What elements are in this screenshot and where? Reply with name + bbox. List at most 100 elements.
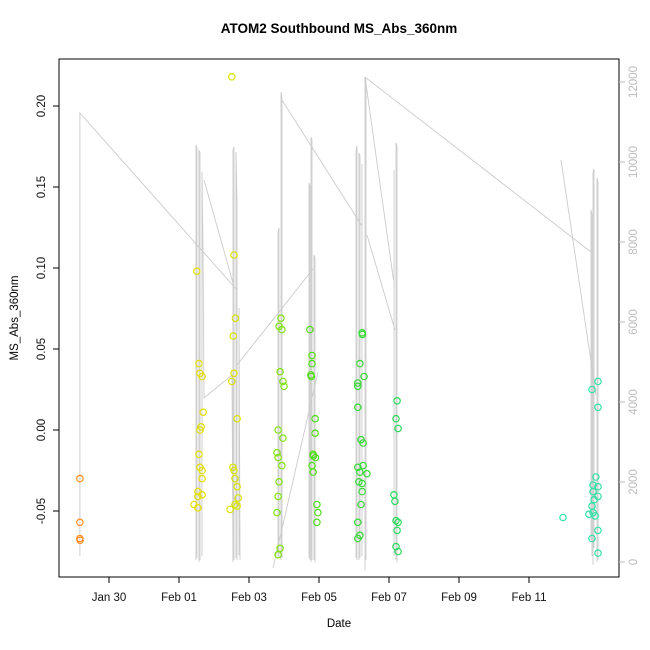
y-left-tick-label: 0.00 (36, 419, 48, 441)
data-point-flight-feb11 (588, 385, 596, 394)
y-left-tick-label: 0.15 (36, 176, 48, 198)
data-point-flight-feb06 (391, 497, 399, 506)
data-point-flight-feb01 (199, 408, 208, 417)
data-point-flight-feb01 (195, 450, 203, 459)
data-point-flight-feb05 (360, 372, 368, 381)
data-point-flight-feb03 (278, 461, 286, 470)
altitude-line (238, 307, 241, 561)
data-point-flight-feb05 (353, 403, 362, 412)
data-point-flight-feb04 (308, 351, 316, 360)
data-point-flight-feb05 (353, 379, 362, 387)
altitude-line (195, 144, 198, 560)
data-point-flight-feb02 (233, 502, 241, 510)
data-point-flight-feb06 (394, 547, 402, 556)
x-tick-label: Feb 03 (231, 592, 267, 604)
data-point-flight-feb04 (307, 372, 316, 381)
data-point-flight-feb02 (231, 314, 240, 323)
data-point-flight-feb05 (356, 359, 364, 368)
data-point-flight-feb03 (273, 448, 281, 457)
altitude-line (198, 149, 201, 562)
data-point-flight-feb11 (590, 495, 598, 504)
data-point-flight-feb06 (394, 424, 402, 433)
data-point-flight-feb05 (353, 518, 362, 527)
data-point-flight-feb05 (359, 439, 367, 447)
data-point-flight-feb11 (588, 534, 596, 543)
data-point-flight-feb04 (306, 325, 314, 334)
data-point-flight-feb03 (277, 314, 285, 323)
plot-border (58, 58, 620, 578)
data-point-flight-feb01 (194, 492, 202, 501)
data-point-flight-feb03 (278, 325, 286, 334)
x-tick-label: Feb 11 (512, 592, 547, 604)
y-right-tick-label: 10000 (628, 146, 640, 178)
data-point-flight-feb06 (392, 542, 400, 551)
altitude-line (366, 234, 396, 331)
data-point-flight-feb01 (198, 466, 206, 475)
data-point-flight-feb05 (353, 534, 362, 543)
altitude-line (79, 111, 238, 556)
data-point-flight-feb05 (353, 382, 362, 391)
data-point-flight-jan29 (76, 518, 84, 527)
data-point-flight-feb02 (226, 505, 234, 514)
data-point-flight-feb01 (198, 490, 206, 499)
x-tick-label: Feb 09 (441, 592, 477, 604)
chart-title: ATOM2 Southbound MS_Abs_360nm (220, 21, 458, 36)
data-point-flight-jan29 (76, 474, 84, 483)
y-right-tick-label: 6000 (628, 309, 640, 335)
data-point-flight-feb03 (273, 508, 281, 517)
y-left-tick-label: -0.05 (36, 498, 48, 524)
altitude-line (272, 371, 319, 569)
altitude-line (277, 227, 280, 558)
data-point-flight-jan29 (76, 536, 84, 545)
data-point-flight-feb03 (274, 426, 282, 434)
x-tick-label: Feb 05 (301, 592, 337, 604)
data-point-flight-feb02 (231, 500, 239, 509)
data-point-flight-feb04 (309, 452, 318, 460)
x-axis-label: Date (326, 618, 352, 630)
altitude-line (364, 76, 592, 253)
data-point-flight-feb06 (393, 526, 401, 535)
y-left-tick-label: 0.05 (36, 338, 48, 360)
data-point-flight-feb11 (589, 487, 597, 496)
data-point-flight-feb04 (311, 429, 319, 438)
y-right-tick-label: 0 (628, 559, 640, 565)
altitude-line (313, 254, 316, 562)
data-point-flight-feb11 (592, 473, 600, 481)
data-point-flight-feb06 (392, 414, 400, 423)
data-point-flight-feb01 (193, 267, 201, 276)
altitude-line (590, 209, 593, 556)
data-point-flight-feb05 (353, 463, 362, 472)
altitude-line (281, 99, 363, 227)
data-point-flight-feb01 (198, 474, 206, 483)
data-point-flight-feb02 (228, 377, 236, 386)
data-point-flight-feb02 (234, 494, 243, 502)
data-point-flight-feb03 (276, 367, 284, 376)
data-point-flight-feb04 (311, 453, 320, 462)
altitude-line (235, 151, 238, 560)
data-point-flight-feb11 (594, 377, 602, 386)
x-tick-label: Feb 01 (161, 592, 197, 604)
data-point-flight-feb05 (363, 469, 371, 478)
data-point-flight-feb01 (194, 503, 202, 512)
data-point-flight-feb02 (229, 332, 238, 340)
data-point-flight-feb02 (233, 414, 241, 423)
altitude-line (358, 152, 361, 560)
data-point-flight-feb05 (358, 479, 366, 488)
data-point-flight-feb01 (197, 422, 205, 431)
altitude-line (355, 145, 358, 560)
altitude-line (395, 142, 398, 562)
data-point-flight-feb06 (392, 516, 400, 525)
data-point-flight-feb03 (274, 453, 282, 462)
altitude-line (236, 268, 314, 366)
data-point-flight-feb02 (230, 251, 238, 259)
y-right-tick-label: 8000 (628, 229, 640, 255)
altitude-line (592, 168, 595, 565)
data-point-flight-feb06 (393, 396, 401, 405)
data-point-flight-feb03 (279, 434, 287, 442)
data-point-flight-feb04 (308, 359, 316, 368)
data-point-flight-feb06 (394, 518, 402, 527)
data-point-flight-feb03 (274, 492, 282, 501)
altitude-line (310, 136, 313, 562)
data-point-flight-feb04 (314, 508, 322, 517)
